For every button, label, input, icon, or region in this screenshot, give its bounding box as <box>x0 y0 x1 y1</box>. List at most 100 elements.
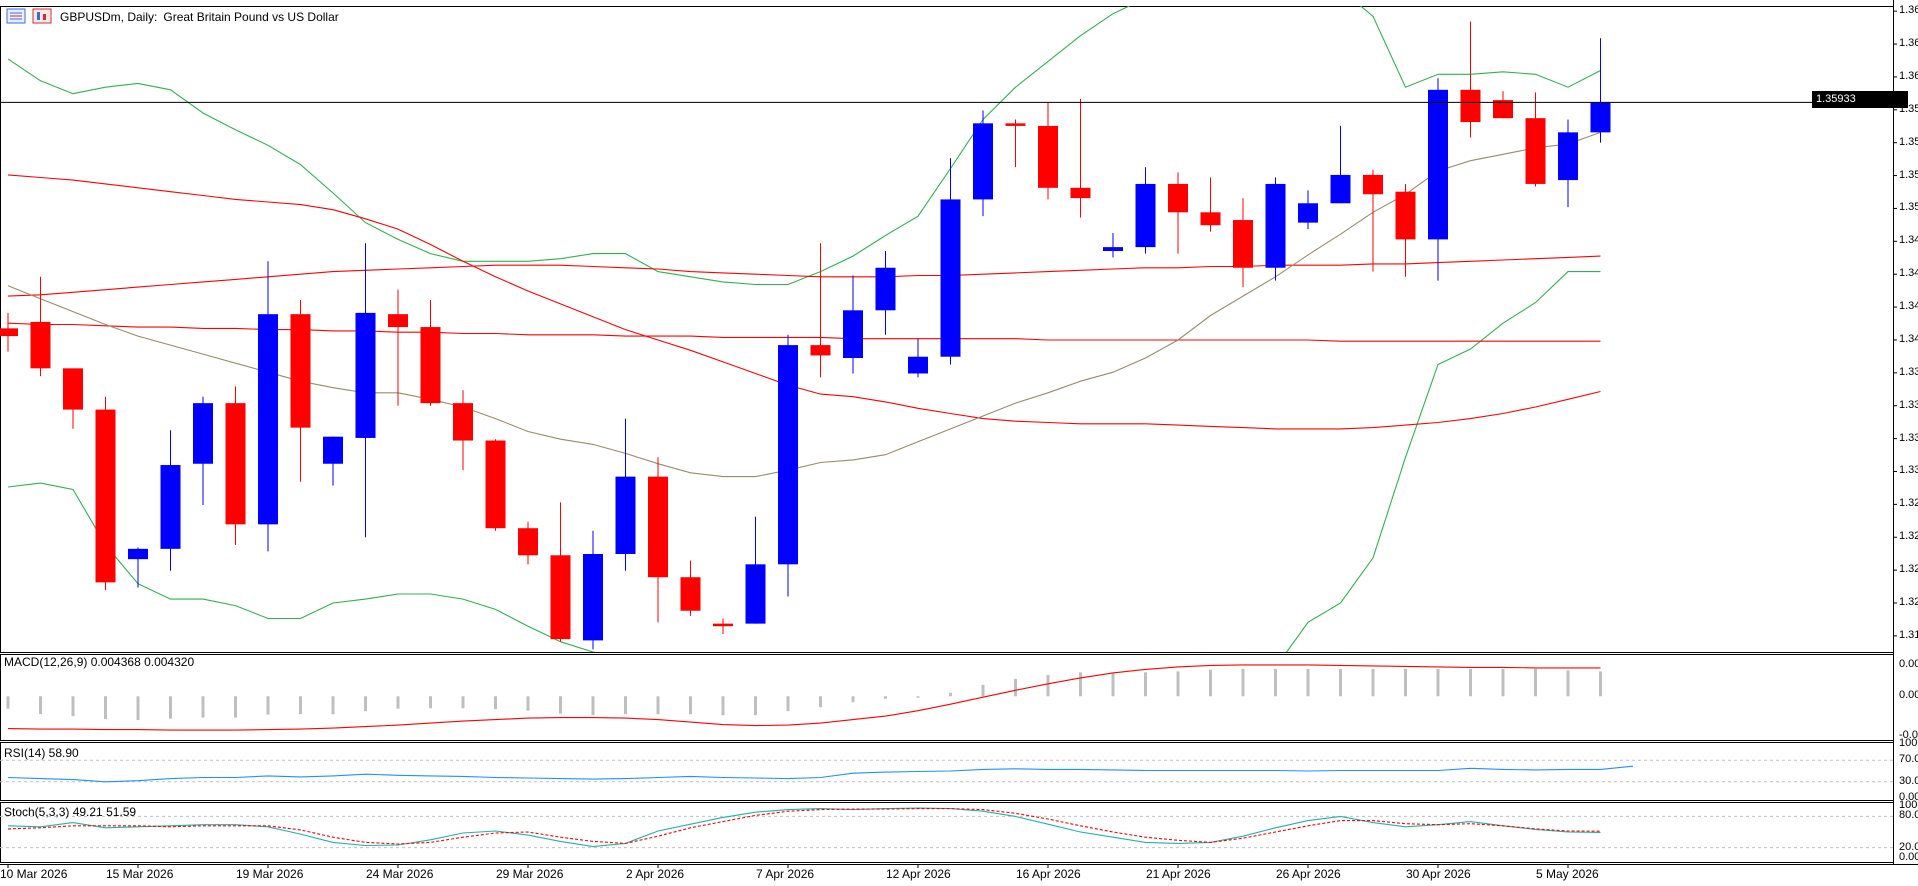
candle <box>355 243 376 538</box>
candle <box>973 110 993 217</box>
candle-body <box>30 321 51 369</box>
candle <box>1493 91 1513 119</box>
candle <box>420 299 441 406</box>
price-tick-label: 1.36640 <box>1899 4 1918 17</box>
candle-body <box>615 476 636 555</box>
candle-body <box>1265 183 1286 268</box>
candle <box>323 436 343 486</box>
price-tick-label: 1.33325 <box>1899 431 1918 444</box>
candle <box>713 618 733 634</box>
candle <box>95 396 116 591</box>
macd-axis-label: -0.007982 <box>1899 728 1918 741</box>
date-label: 16 Apr 2026 <box>1016 867 1081 881</box>
candle-body <box>388 314 408 328</box>
stoch-label: Stoch(5,3,3) 49.21 51.59 <box>4 805 137 819</box>
candle-body <box>778 345 798 565</box>
candle-body <box>1525 118 1546 184</box>
candle-body <box>160 465 181 549</box>
candle-body <box>420 327 441 404</box>
candle <box>193 396 213 506</box>
candle-body <box>1135 183 1156 248</box>
candle <box>810 243 831 378</box>
symbol-description: Great Britain Pound vs US Dollar <box>163 10 339 24</box>
candle <box>160 430 181 571</box>
price-tick-label: 1.33835 <box>1899 365 1918 378</box>
candle-body <box>1200 212 1221 226</box>
candle <box>843 275 863 374</box>
chart-list-icon[interactable] <box>6 8 26 24</box>
stoch-main-line <box>7 807 1601 848</box>
candle-body <box>1103 247 1123 251</box>
candle <box>0 312 18 352</box>
macd-signal-line <box>7 664 1601 731</box>
price-tick-label: 1.32050 <box>1899 596 1918 608</box>
macd-axis-label: 0.006281 <box>1899 658 1918 671</box>
candle <box>648 457 668 623</box>
price-tick-label: 1.32560 <box>1899 530 1918 543</box>
chart-bars-icon[interactable] <box>32 8 52 24</box>
candle <box>1558 119 1578 208</box>
candle <box>1363 169 1383 272</box>
candle-body <box>323 436 343 464</box>
date-label: 10 Mar 2026 <box>0 867 68 881</box>
candle <box>1005 119 1026 168</box>
candle-body <box>1233 220 1253 268</box>
candle-body <box>583 554 603 641</box>
price-tick-label: 1.36385 <box>1899 37 1918 50</box>
macd-label: MACD(12,26,9) 0.004368 0.004320 <box>4 655 195 669</box>
price-tick-label: 1.35365 <box>1899 168 1918 181</box>
bollinger-upper-line <box>7 6 1601 286</box>
candle <box>1525 92 1546 187</box>
candle <box>745 516 766 624</box>
price-tick-label: 1.33580 <box>1899 398 1918 411</box>
price-tick-label: 1.36130 <box>1899 69 1918 82</box>
ma-red-upper-line <box>7 255 1601 297</box>
candle-body <box>1005 123 1026 126</box>
candle <box>583 530 603 650</box>
candle-body <box>973 123 993 200</box>
candle-body <box>290 314 311 428</box>
candle <box>1135 167 1156 254</box>
candle <box>550 502 571 642</box>
candle-body <box>485 440 506 529</box>
candle-body <box>518 528 538 556</box>
candle <box>1200 177 1221 232</box>
current-price-tag: 1.35933 <box>1812 91 1908 108</box>
candle <box>615 418 636 571</box>
ma-red-flat-line <box>7 322 1601 342</box>
rsi-axis-label: 100.00 <box>1899 737 1918 749</box>
candle-body <box>810 345 831 356</box>
candle-body <box>1298 203 1318 223</box>
candle-body <box>95 409 116 583</box>
rsi-axis-label: 70.00 <box>1899 753 1918 766</box>
price-tick-label: 1.34090 <box>1899 332 1918 345</box>
candle <box>1460 21 1481 138</box>
price-tick-label: 1.32305 <box>1899 563 1918 576</box>
date-label: 26 Apr 2026 <box>1276 867 1341 881</box>
candle-body <box>908 356 928 374</box>
candle <box>1103 232 1123 258</box>
candle <box>63 368 83 429</box>
candle <box>680 560 701 616</box>
candle-body <box>1493 100 1513 119</box>
candle-body <box>1558 132 1578 181</box>
candle <box>1428 78 1448 281</box>
rsi-axis-label: 0.00 <box>1899 791 1918 803</box>
candle-body <box>1038 125 1058 188</box>
candle-body <box>1590 102 1611 133</box>
macd-axis-label: 0.000000 <box>1899 689 1918 702</box>
candle-body <box>128 548 148 560</box>
candle-body <box>1428 89 1448 240</box>
candle <box>388 289 408 406</box>
price-tick-label: 1.35110 <box>1899 201 1918 214</box>
candle-body <box>875 267 896 311</box>
candle <box>485 439 506 531</box>
candle <box>453 390 473 471</box>
candle-body <box>225 403 246 525</box>
candle-body <box>940 199 961 357</box>
date-label: 5 May 2026 <box>1536 867 1599 881</box>
candle <box>908 338 928 378</box>
date-label: 24 Mar 2026 <box>366 867 434 881</box>
